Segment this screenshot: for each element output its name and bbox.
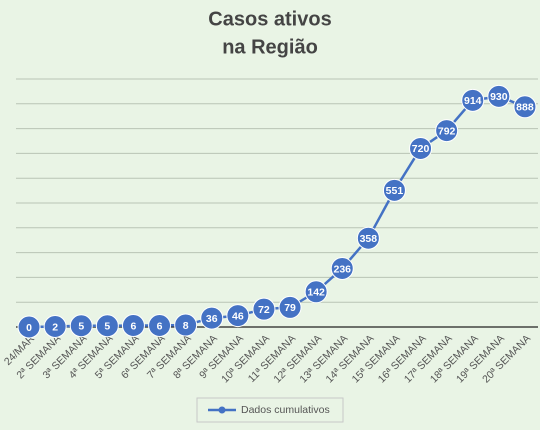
chart-title: Casos ativos (208, 8, 331, 30)
marker (435, 119, 459, 143)
marker (513, 95, 537, 119)
data-label: 358 (360, 233, 378, 245)
legend: Dados cumulativos (196, 397, 344, 423)
data-label: 2 (52, 321, 58, 333)
data-label: 46 (232, 310, 244, 322)
chart-title: na Região (222, 36, 318, 58)
data-label: 72 (258, 304, 270, 316)
marker (278, 295, 302, 319)
data-label: 792 (438, 125, 456, 137)
data-label: 36 (206, 313, 218, 325)
legend-box (196, 397, 344, 423)
data-label: 5 (78, 321, 84, 333)
marker (382, 178, 406, 202)
marker (252, 297, 276, 321)
data-label: 551 (386, 185, 404, 197)
data-label: 6 (157, 320, 163, 332)
marker (174, 313, 198, 337)
legend-label: Dados cumulativos (241, 404, 330, 416)
data-label: 888 (516, 102, 534, 114)
data-label: 720 (412, 143, 430, 155)
marker (121, 314, 145, 338)
marker (487, 84, 511, 108)
marker (461, 88, 485, 112)
marker (17, 315, 41, 339)
marker (200, 306, 224, 330)
data-label: 142 (307, 287, 325, 299)
marker (304, 280, 328, 304)
data-label: 5 (104, 321, 110, 333)
data-label: 914 (464, 95, 482, 107)
marker (95, 314, 119, 338)
data-label: 930 (490, 91, 508, 103)
marker (330, 256, 354, 280)
marker (43, 315, 67, 339)
legend-marker (218, 406, 226, 414)
marker (69, 314, 93, 338)
marker (226, 304, 250, 328)
marker (148, 314, 172, 338)
data-label: 8 (183, 320, 189, 332)
data-label: 236 (333, 263, 351, 275)
data-label: 0 (26, 322, 32, 334)
marker (356, 226, 380, 250)
marker (409, 136, 433, 160)
data-label: 6 (131, 320, 137, 332)
data-label: 79 (284, 302, 296, 314)
